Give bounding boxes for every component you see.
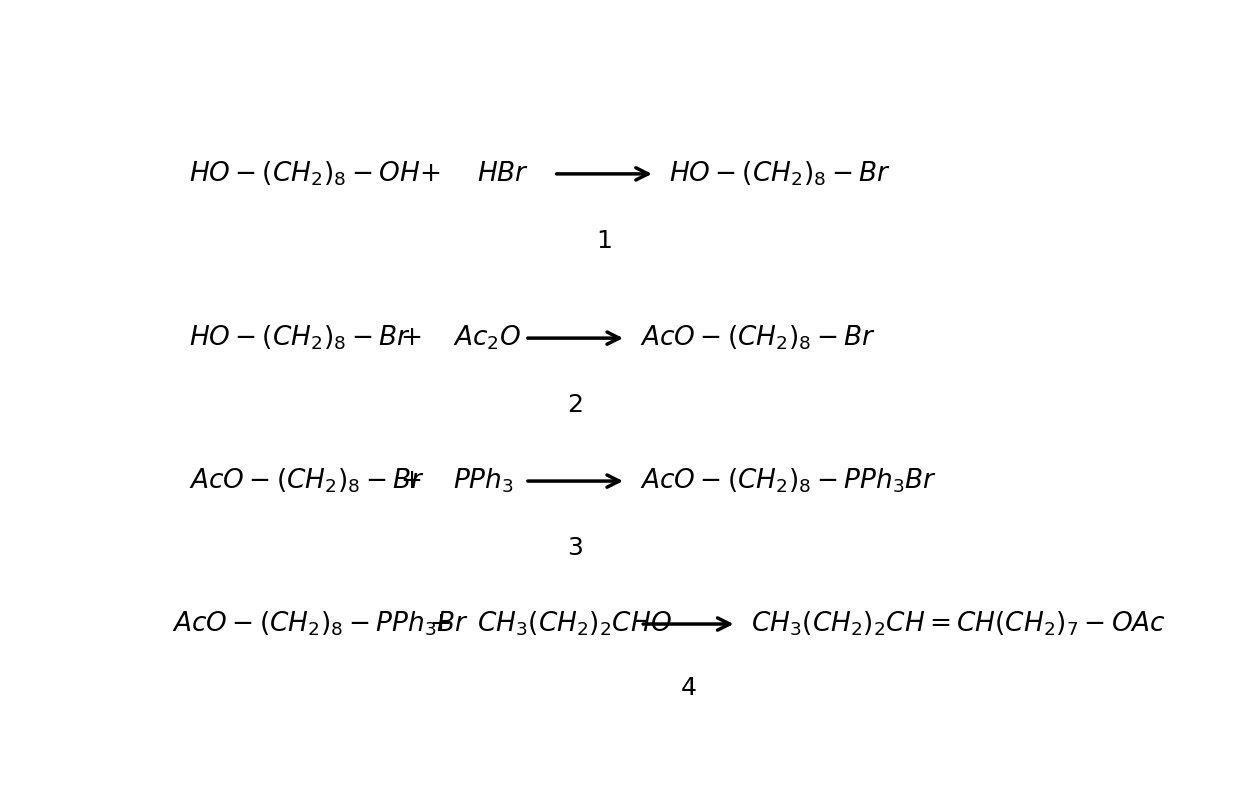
Text: 3: 3 xyxy=(568,536,583,560)
Text: $HO-(CH_2)_8-Br$: $HO-(CH_2)_8-Br$ xyxy=(670,160,890,188)
Text: $AcO-(CH_2)_8-PPh_3Br$: $AcO-(CH_2)_8-PPh_3Br$ xyxy=(640,467,937,495)
Text: $AcO-(CH_2)_8-PPh_3Br$: $AcO-(CH_2)_8-PPh_3Br$ xyxy=(172,610,469,638)
Text: $CH_3(CH_2)_2CHO$: $CH_3(CH_2)_2CHO$ xyxy=(477,610,672,638)
Text: 4: 4 xyxy=(681,676,697,700)
Text: $CH_3(CH_2)_2CH=CH(CH_2)_7-OAc$: $CH_3(CH_2)_2CH=CH(CH_2)_7-OAc$ xyxy=(751,610,1166,638)
Text: $AcO-(CH_2)_8-Br$: $AcO-(CH_2)_8-Br$ xyxy=(640,324,877,352)
Text: $AcO-(CH_2)_8-Br$: $AcO-(CH_2)_8-Br$ xyxy=(188,467,424,495)
Text: +: + xyxy=(429,611,451,637)
Text: +: + xyxy=(401,325,422,351)
Text: $PPh_3$: $PPh_3$ xyxy=(453,467,513,495)
Text: $HBr$: $HBr$ xyxy=(477,161,529,187)
Text: +: + xyxy=(419,161,441,187)
Text: $HO-(CH_2)_8-OH$: $HO-(CH_2)_8-OH$ xyxy=(188,160,420,188)
Text: 1: 1 xyxy=(596,229,613,253)
Text: $Ac_2O$: $Ac_2O$ xyxy=(453,324,521,352)
Text: 2: 2 xyxy=(568,393,584,417)
Text: +: + xyxy=(401,468,422,494)
Text: $HO-(CH_2)_8-Br$: $HO-(CH_2)_8-Br$ xyxy=(188,324,410,352)
